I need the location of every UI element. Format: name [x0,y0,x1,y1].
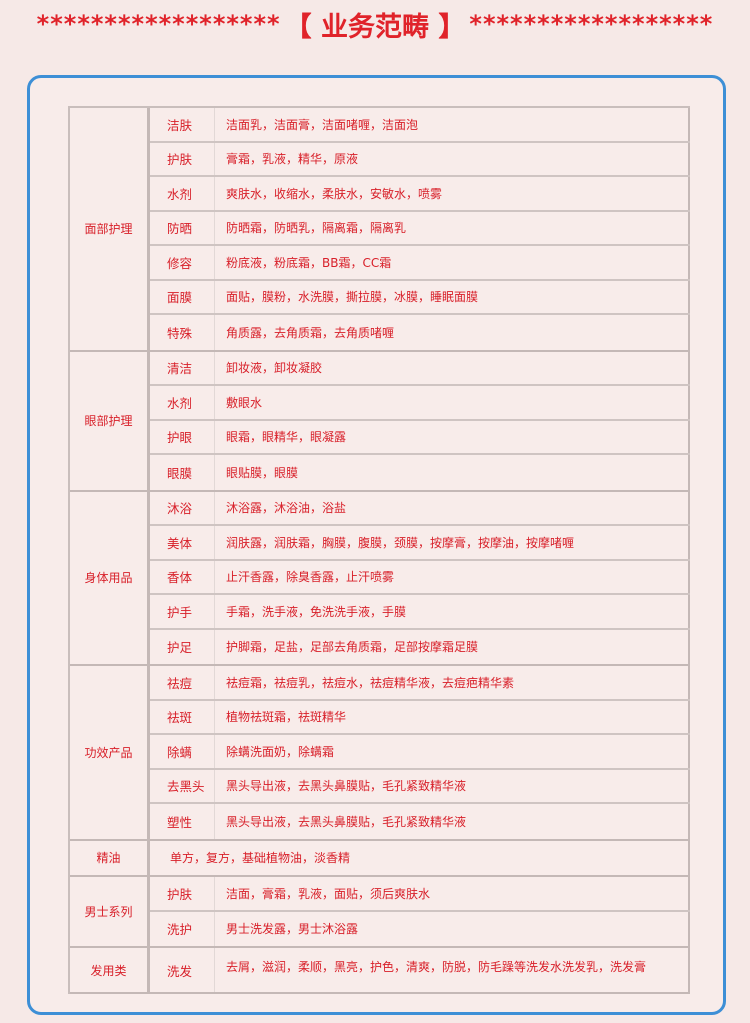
product-list: 防晒霜，防晒乳，隔离霜，隔离乳 [218,211,690,244]
subcategory-label: 洁肤 [150,108,218,141]
product-list: 植物祛斑霜，祛斑精华 [218,700,690,733]
product-list: 男士洗发露，男士沐浴露 [218,911,690,946]
table-row: 塑性 黑头导出液，去黑头鼻膜贴，毛孔紧致精华液 [150,804,690,839]
subcategory-label: 水剂 [150,177,218,210]
subcategory-label: 洗发 [150,948,218,992]
product-list: 黑头导出液，去黑头鼻膜贴，毛孔紧致精华液 [218,769,690,802]
subcategory-label: 祛斑 [150,700,218,733]
subcategory-label: 祛痘 [150,666,218,699]
product-list: 除螨洗面奶，除螨霜 [218,735,690,768]
product-list: 去屑，滋润，柔顺，黑亮，护色，清爽，防脱，防毛躁等洗发水洗发乳，洗发膏 [218,948,690,992]
table-row: 护肤 洁面，膏霜，乳液，面贴，须后爽肤水 [150,877,690,912]
table-row: 防晒 防晒霜，防晒乳，隔离霜，隔离乳 [150,211,690,246]
subcategory-label: 特殊 [150,315,218,350]
table-row: 香体 止汗香露，除臭香露，止汗喷雾 [150,560,690,595]
stars-right: ****************** [469,10,714,38]
table-row: 特殊 角质露，去角质霜，去角质啫喱 [150,315,690,350]
page-header: ****************** 【 业务范畴 】 ************… [0,0,750,48]
subcategory-label: 塑性 [150,804,218,839]
table-row: 祛痘 祛痘霜，祛痘乳，祛痘水，祛痘精华液，去痘疤精华素 [150,666,690,701]
product-list: 黑头导出液，去黑头鼻膜贴，毛孔紧致精华液 [218,804,690,839]
table-row: 沐浴 沐浴露，沐浴油，浴盐 [150,491,690,526]
table-row: 洗护 男士洗发露，男士沐浴露 [150,911,690,946]
table-row: 清洁 卸妆液，卸妆凝胶 [150,351,690,386]
product-list: 眼霜，眼精华，眼凝露 [218,420,690,453]
subcategory-label: 护手 [150,595,218,628]
subcategory-label: 水剂 [150,386,218,419]
table-row: 水剂 敷眼水 [150,386,690,421]
product-list: 敷眼水 [218,386,690,419]
subcategory-label: 眼膜 [150,455,218,490]
subcategory-label: 面膜 [150,280,218,313]
stars-left: ****************** [36,10,281,38]
product-list: 角质露，去角质霜，去角质啫喱 [218,315,690,350]
table-row: 护肤 膏霜，乳液，精华，原液 [150,142,690,177]
product-list: 洁面乳，洁面膏，洁面啫喱，洁面泡 [218,108,690,141]
subcategory-label: 香体 [150,560,218,593]
product-list: 护脚霜，足盐，足部去角质霜，足部按摩霜足膜 [218,629,690,664]
category-label: 发用类 [70,948,150,992]
subcategory-label: 护肤 [150,142,218,175]
subcategory-label: 清洁 [150,351,218,384]
business-scope-table: 面部护理 洁肤 洁面乳，洁面膏，洁面啫喱，洁面泡 护肤 膏霜，乳液，精华，原液 水剂 爽肤水… [68,106,690,994]
subcategory-label: 除螨 [150,735,218,768]
product-list: 卸妆液，卸妆凝胶 [218,351,690,384]
product-list: 面贴，膜粉，水洗膜，撕拉膜，冰膜，睡眠面膜 [218,280,690,313]
category-label: 功效产品 [70,666,150,839]
category-group: 功效产品 祛痘 祛痘霜，祛痘乳，祛痘水，祛痘精华液，去痘疤精华素 祛斑 植物祛斑霜，祛斑… [70,666,690,841]
category-group: 精油 单方，复方，基础植物油，淡香精 [70,840,690,877]
category-label: 面部护理 [70,108,150,350]
subcategory-label: 护足 [150,629,218,664]
product-list: 手霜，洗手液，免洗洗手液，手膜 [218,595,690,628]
product-list: 洁面，膏霜，乳液，面贴，须后爽肤水 [218,877,690,910]
content-card [27,75,726,1015]
table-row: 护足 护脚霜，足盐，足部去角质霜，足部按摩霜足膜 [150,629,690,664]
category-label: 精油 [70,840,150,875]
subcategory-label: 修容 [150,246,218,279]
table-row: 护眼 眼霜，眼精华，眼凝露 [150,420,690,455]
subcategory-label: 美体 [150,526,218,559]
subcategory-label: 防晒 [150,211,218,244]
category-group: 男士系列 护肤 洁面，膏霜，乳液，面贴，须后爽肤水 洗护 男士洗发露，男士沐浴露 [70,877,690,948]
subcategory-label: 护肤 [150,877,218,910]
table-row: 去黑头 黑头导出液，去黑头鼻膜贴，毛孔紧致精华液 [150,769,690,804]
category-group: 身体用品 沐浴 沐浴露，沐浴油，浴盐 美体 润肤露，润肤霜，胸膜，腹膜，颈膜，按摩膏，按… [70,491,690,666]
product-list: 润肤露，润肤霜，胸膜，腹膜，颈膜，按摩膏，按摩油，按摩啫喱 [218,526,690,559]
table-row: 护手 手霜，洗手液，免洗洗手液，手膜 [150,595,690,630]
subcategory-label: 去黑头 [150,769,218,802]
table-row: 美体 润肤露，润肤霜，胸膜，腹膜，颈膜，按摩膏，按摩油，按摩啫喱 [150,526,690,561]
table-row: 除螨 除螨洗面奶，除螨霜 [150,735,690,770]
product-list: 膏霜，乳液，精华，原液 [218,142,690,175]
table-row: 修容 粉底液，粉底霜，BB霜，CC霜 [150,246,690,281]
category-group: 发用类 洗发 去屑，滋润，柔顺，黑亮，护色，清爽，防脱，防毛躁等洗发水洗发乳，洗发膏 [70,948,690,994]
product-list: 眼贴膜，眼膜 [218,455,690,490]
subcategory-label: 护眼 [150,420,218,453]
table-row: 洗发 去屑，滋润，柔顺，黑亮，护色，清爽，防脱，防毛躁等洗发水洗发乳，洗发膏 [150,948,690,992]
category-group: 面部护理 洁肤 洁面乳，洁面膏，洁面啫喱，洁面泡 护肤 膏霜，乳液，精华，原液 水剂 爽肤水… [70,108,690,352]
product-list: 单方，复方，基础植物油，淡香精 [150,840,690,875]
category-group: 眼部护理 清洁 卸妆液，卸妆凝胶 水剂 敷眼水 护眼 眼霜，眼精华，眼凝露 眼膜 眼贴膜，眼膜 [70,351,690,492]
table-row: 眼膜 眼贴膜，眼膜 [150,455,690,490]
category-label: 身体用品 [70,491,150,664]
page-title: 【 业务范畴 】 [284,11,466,43]
table-row: 洁肤 洁面乳，洁面膏，洁面啫喱，洁面泡 [150,108,690,143]
product-list: 止汗香露，除臭香露，止汗喷雾 [218,560,690,593]
product-list: 粉底液，粉底霜，BB霜，CC霜 [218,246,690,279]
table-row: 单方，复方，基础植物油，淡香精 [150,840,690,875]
category-label: 男士系列 [70,877,150,946]
subcategory-label: 沐浴 [150,491,218,524]
table-row: 祛斑 植物祛斑霜，祛斑精华 [150,700,690,735]
product-list: 祛痘霜，祛痘乳，祛痘水，祛痘精华液，去痘疤精华素 [218,666,690,699]
product-list: 沐浴露，沐浴油，浴盐 [218,491,690,524]
product-list: 爽肤水，收缩水，柔肤水，安敏水，喷雾 [218,177,690,210]
category-label: 眼部护理 [70,351,150,490]
table-row: 水剂 爽肤水，收缩水，柔肤水，安敏水，喷雾 [150,177,690,212]
table-row: 面膜 面贴，膜粉，水洗膜，撕拉膜，冰膜，睡眠面膜 [150,280,690,315]
subcategory-label: 洗护 [150,911,218,946]
